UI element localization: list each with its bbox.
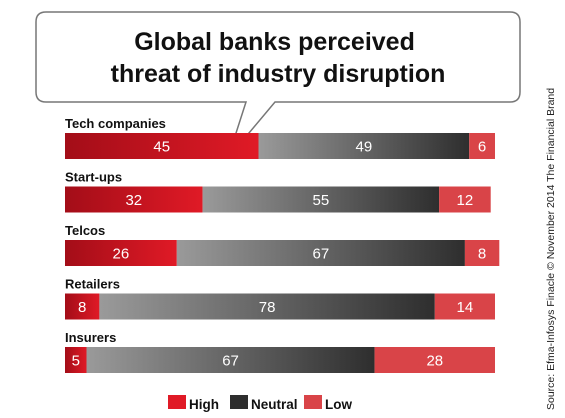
legend-label-neutral: Neutral <box>251 397 298 412</box>
category-label: Retailers <box>65 277 120 292</box>
legend-swatch-neutral <box>230 395 248 409</box>
bar-high <box>65 240 177 266</box>
legend: High Neutral Low <box>168 395 352 412</box>
data-label: 67 <box>222 353 239 370</box>
category-label: Telcos <box>65 223 105 238</box>
bar-low <box>464 240 500 266</box>
data-label: 49 <box>356 139 373 156</box>
bar-neutral <box>258 133 470 159</box>
data-label: 28 <box>426 353 443 370</box>
bar-low <box>434 293 495 320</box>
chart-title-line-2: threat of industry disruption <box>111 60 446 88</box>
chart-title-line-1: Global banks perceived <box>134 28 415 56</box>
bar-high <box>65 293 100 320</box>
data-label: 78 <box>259 299 276 316</box>
bar-high <box>65 186 203 213</box>
data-label: 26 <box>113 246 130 263</box>
data-label: 12 <box>457 192 474 209</box>
legend-swatch-high <box>168 395 186 409</box>
bar-neutral <box>202 186 440 213</box>
bar-low <box>469 133 495 159</box>
data-label: 6 <box>478 139 486 156</box>
chart-title: Global banks perceived threat of industr… <box>111 28 446 88</box>
title-bubble <box>35 11 521 159</box>
data-label: 14 <box>457 299 474 316</box>
category-label: Insurers <box>65 330 116 345</box>
data-label: 8 <box>478 246 486 263</box>
data-label: 67 <box>313 246 330 263</box>
data-label: 8 <box>78 299 86 316</box>
legend-label-high: High <box>189 397 219 412</box>
data-label: 5 <box>72 353 80 370</box>
bar-low <box>439 186 491 213</box>
bar-low <box>374 347 495 373</box>
category-label: Start-ups <box>65 170 122 185</box>
bar-neutral <box>176 240 465 266</box>
data-label: 45 <box>153 139 170 156</box>
legend-label-low: Low <box>325 397 352 412</box>
bar-high <box>65 133 259 159</box>
data-label: 32 <box>125 192 142 209</box>
category-label: Tech companies <box>65 116 166 131</box>
bar-neutral <box>86 347 375 373</box>
bar-high <box>65 347 87 373</box>
data-label: 55 <box>313 192 330 209</box>
legend-swatch-low <box>304 395 322 409</box>
source-note: Source: Efma-Infosys Finacle © November … <box>545 88 557 410</box>
bar-neutral <box>99 293 435 320</box>
